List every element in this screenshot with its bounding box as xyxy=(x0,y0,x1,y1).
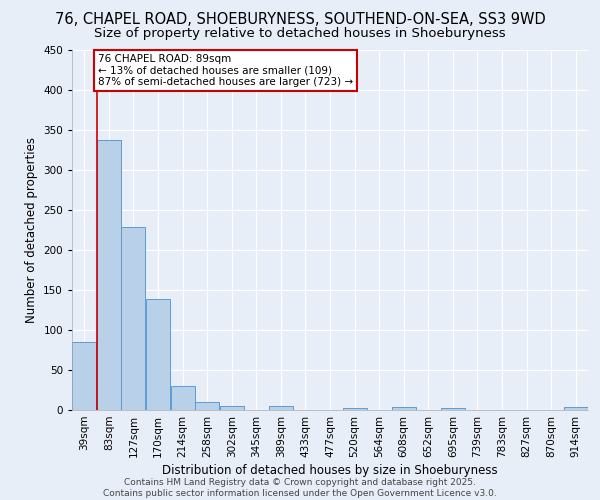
Text: 76, CHAPEL ROAD, SHOEBURYNESS, SOUTHEND-ON-SEA, SS3 9WD: 76, CHAPEL ROAD, SHOEBURYNESS, SOUTHEND-… xyxy=(55,12,545,28)
Bar xyxy=(343,408,367,410)
Bar xyxy=(97,140,121,410)
X-axis label: Distribution of detached houses by size in Shoeburyness: Distribution of detached houses by size … xyxy=(162,464,498,477)
Text: Contains HM Land Registry data © Crown copyright and database right 2025.
Contai: Contains HM Land Registry data © Crown c… xyxy=(103,478,497,498)
Text: Size of property relative to detached houses in Shoeburyness: Size of property relative to detached ho… xyxy=(94,28,506,40)
Bar xyxy=(269,406,293,410)
Bar xyxy=(121,227,145,410)
Bar xyxy=(146,299,170,410)
Y-axis label: Number of detached properties: Number of detached properties xyxy=(25,137,38,323)
Text: 76 CHAPEL ROAD: 89sqm
← 13% of detached houses are smaller (109)
87% of semi-det: 76 CHAPEL ROAD: 89sqm ← 13% of detached … xyxy=(98,54,353,87)
Bar xyxy=(195,402,219,410)
Bar xyxy=(220,406,244,410)
Bar xyxy=(170,386,194,410)
Bar xyxy=(72,342,97,410)
Bar xyxy=(441,408,465,410)
Bar xyxy=(563,407,588,410)
Bar xyxy=(392,407,416,410)
